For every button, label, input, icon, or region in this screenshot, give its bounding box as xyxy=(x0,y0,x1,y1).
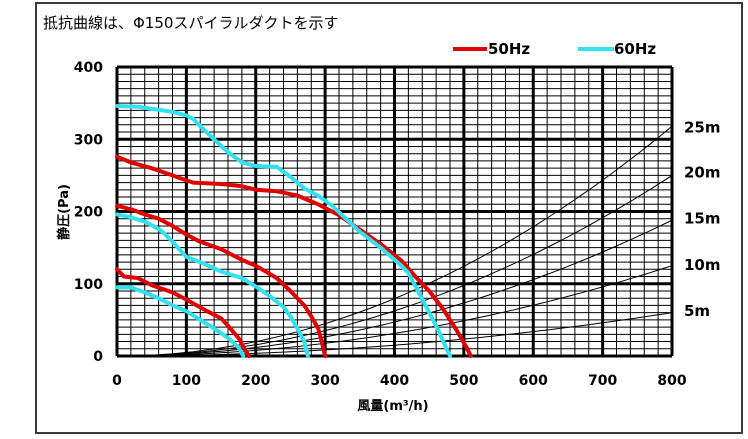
duct-line-15m xyxy=(117,219,673,357)
y-tick-labels: 0 100 200 300 400 xyxy=(74,60,103,365)
series-60Hz-curve-3 xyxy=(115,285,246,358)
x-axis-title: 風量(m³/h) xyxy=(357,399,428,414)
legend-50hz-label: 50Hz xyxy=(488,40,530,58)
x-tick-labels: 0 100 200 300 400 500 600 700 800 xyxy=(112,373,687,389)
duct-length-label: 10m xyxy=(684,256,721,274)
y-tick-label: 0 xyxy=(93,349,103,365)
duct-resistance-lines xyxy=(117,125,673,357)
y-axis-title: 静圧(Pa) xyxy=(56,184,72,240)
duct-length-labels: 5m 10m 15m 20m 25m xyxy=(684,119,721,321)
x-tick-label: 200 xyxy=(241,373,270,389)
x-tick-label: 100 xyxy=(172,373,201,389)
duct-line-5m xyxy=(117,312,673,357)
series-lines xyxy=(115,104,473,358)
chart-title: 抵抗曲線は、Φ150スパイラルダクトを示す xyxy=(43,14,338,32)
x-tick-label: 800 xyxy=(657,373,686,389)
series-60Hz-curve-2 xyxy=(115,212,310,358)
series-50Hz-curve-3 xyxy=(115,267,251,358)
series-50Hz-curve-1 xyxy=(115,154,473,358)
y-tick-label: 200 xyxy=(74,205,103,221)
legend-60hz-label: 60Hz xyxy=(614,40,656,58)
duct-length-label: 20m xyxy=(684,163,721,181)
duct-length-label: 25m xyxy=(684,119,721,137)
x-tick-label: 400 xyxy=(380,373,409,389)
series-60Hz-curve-1 xyxy=(115,104,452,358)
y-tick-label: 300 xyxy=(74,132,103,148)
duct-line-25m xyxy=(117,125,673,357)
y-tick-label: 400 xyxy=(74,60,103,76)
y-tick-label: 100 xyxy=(74,277,103,293)
legend: 50Hz 60Hz xyxy=(453,40,656,58)
duct-length-label: 5m xyxy=(684,302,710,320)
x-tick-label: 300 xyxy=(311,373,340,389)
x-tick-label: 600 xyxy=(519,373,548,389)
duct-line-20m xyxy=(117,174,673,357)
x-tick-label: 0 xyxy=(112,373,122,389)
x-tick-label: 700 xyxy=(588,373,617,389)
series-50Hz-curve-2 xyxy=(115,203,328,358)
x-tick-label: 500 xyxy=(449,373,478,389)
duct-line-10m xyxy=(117,265,673,357)
duct-length-label: 15m xyxy=(684,210,721,228)
